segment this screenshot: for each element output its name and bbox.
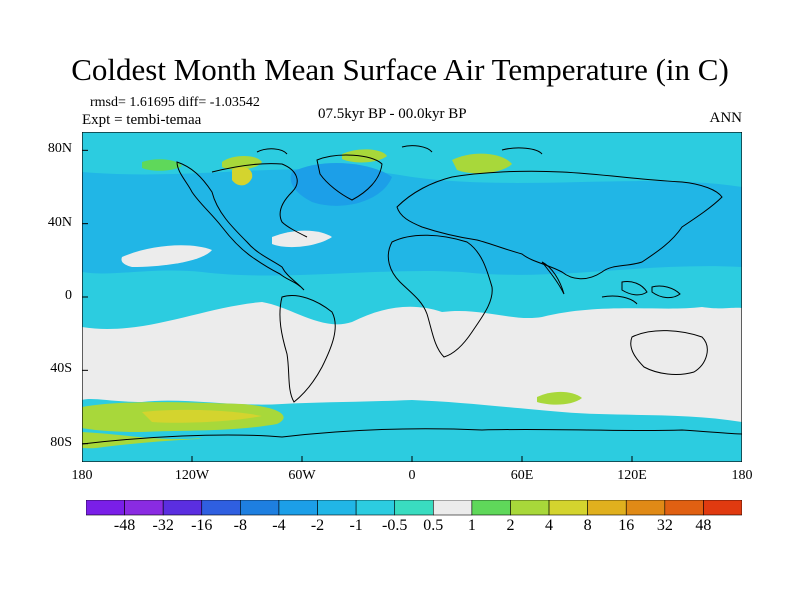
coastlines	[82, 145, 742, 445]
lat-label: 40S	[50, 361, 72, 377]
colorbar-label: -48	[113, 517, 136, 534]
colorbar-segment	[432, 500, 473, 516]
plot-title: Coldest Month Mean Surface Air Temperatu…	[71, 52, 729, 87]
stats-text: rmsd= 1.61695 diff= -1.03542	[90, 95, 260, 110]
field-arctic-yellow	[232, 167, 253, 186]
colorbar-segment	[664, 500, 704, 516]
lon-label: 0	[408, 468, 416, 483]
field-neutral-south	[82, 302, 742, 422]
colorbar-segment	[471, 500, 511, 516]
colorbar-label: 4	[545, 517, 554, 534]
temperature-map	[82, 132, 742, 462]
field-neutral-pacific	[121, 245, 212, 267]
experiment-label: Expt = tembi-temaa	[82, 112, 202, 128]
colorbar-label: -32	[152, 517, 174, 534]
colorbar-segment	[510, 500, 550, 516]
colorbar-label: -4	[272, 517, 286, 534]
lon-label: 180	[71, 468, 93, 483]
colorbar	[86, 500, 742, 516]
colorbar-segment	[355, 500, 396, 516]
lon-label: 120W	[174, 468, 210, 483]
field-yellow-south	[142, 409, 262, 423]
colorbar-label: 2	[506, 517, 515, 534]
colorbar-label: 0.5	[423, 517, 444, 534]
lon-label: 60E	[510, 468, 534, 483]
lon-label: 60W	[288, 468, 316, 483]
colorbar-label: -2	[310, 517, 325, 534]
field-green-patch	[537, 391, 582, 405]
field-green-south2	[82, 432, 202, 449]
lat-label: 80N	[47, 141, 72, 157]
colorbar-segment	[124, 500, 164, 516]
colorbar-segment	[278, 500, 318, 516]
colorbar-label: -16	[191, 517, 213, 534]
colorbar-segment	[317, 500, 357, 516]
colorbar-segment	[394, 500, 434, 516]
season-label: ANN	[709, 110, 743, 126]
colorbar-segment	[587, 500, 627, 516]
field-neutral-atlantic	[272, 230, 332, 248]
colorbar-label: 8	[583, 517, 592, 534]
field-arctic-green-3	[452, 153, 512, 174]
colorbar-label: 1	[467, 517, 476, 534]
colorbar-segment	[240, 500, 280, 516]
colorbar-label: -1	[349, 517, 363, 534]
colorbar-segment	[548, 500, 588, 516]
field-deep-blue	[290, 162, 392, 206]
period-label: 07.5kyr BP - 00.0kyr BP	[318, 106, 467, 122]
colorbar-segment	[86, 500, 125, 516]
lon-label: 120E	[617, 468, 647, 483]
colorbar-segment	[703, 500, 742, 516]
lat-label: 0	[65, 288, 72, 303]
colorbar-label: 48	[695, 517, 712, 534]
colorbar-label: 16	[618, 517, 635, 534]
colorbar-segment	[201, 500, 241, 516]
colorbar-label: 32	[656, 517, 673, 534]
map-ticks	[82, 149, 742, 462]
lon-label: 180	[731, 468, 753, 483]
field-arctic-green-4	[142, 159, 182, 171]
colorbar-segment	[162, 500, 203, 516]
lat-label: 40N	[47, 214, 72, 230]
colorbar-label: -8	[233, 517, 248, 534]
field-arctic-green-2	[342, 149, 387, 163]
field-antarctic	[82, 428, 742, 462]
field-arctic-green-1	[222, 156, 262, 170]
lat-label: 80S	[50, 434, 72, 450]
colorbar-segment	[625, 500, 666, 516]
colorbar-label: -0.5	[382, 517, 408, 534]
